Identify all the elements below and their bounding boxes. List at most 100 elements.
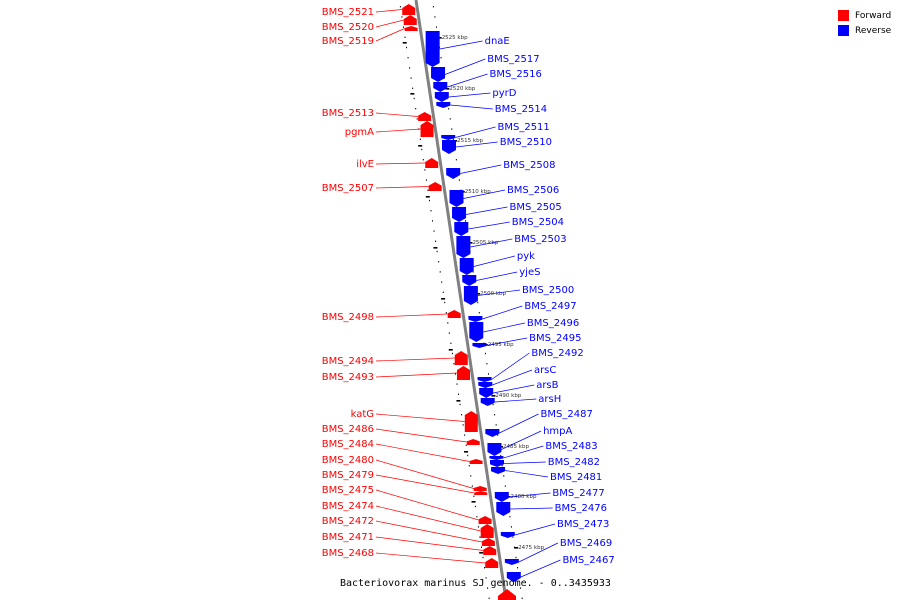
reverse-gene-label[interactable]: yjeS <box>519 267 540 278</box>
reverse-gene[interactable] <box>436 102 451 108</box>
reverse-gene[interactable] <box>494 492 509 502</box>
forward-gene[interactable] <box>464 411 478 432</box>
reverse-gene-label[interactable]: BMS_2473 <box>557 519 609 530</box>
forward-gene-label[interactable]: BMS_2507 <box>322 183 374 194</box>
reverse-gene[interactable] <box>433 82 448 92</box>
forward-gene[interactable] <box>457 366 470 380</box>
reverse-gene-label[interactable]: hmpA <box>543 426 572 437</box>
forward-gene[interactable] <box>403 15 417 25</box>
forward-gene-label[interactable]: BMS_2471 <box>322 532 374 543</box>
reverse-gene[interactable] <box>446 168 461 179</box>
reverse-gene-label[interactable]: BMS_2516 <box>490 69 542 80</box>
reverse-gene[interactable] <box>500 532 515 538</box>
reverse-gene-label[interactable]: BMS_2500 <box>522 285 574 296</box>
forward-gene[interactable] <box>404 26 418 31</box>
forward-gene[interactable] <box>480 524 494 538</box>
forward-gene-label[interactable]: BMS_2513 <box>322 108 374 119</box>
reverse-gene[interactable] <box>434 92 449 102</box>
forward-gene[interactable] <box>454 351 468 365</box>
forward-gene-label[interactable]: BMS_2480 <box>322 455 374 466</box>
reverse-gene[interactable] <box>469 322 484 342</box>
reverse-gene-label[interactable]: BMS_2511 <box>498 122 550 133</box>
forward-gene[interactable] <box>481 538 495 546</box>
forward-gene[interactable] <box>485 558 499 568</box>
reverse-gene-label[interactable]: BMS_2469 <box>560 538 612 549</box>
forward-gene-label[interactable]: ilvE <box>356 159 374 170</box>
forward-gene[interactable] <box>447 310 461 318</box>
reverse-gene-label[interactable]: BMS_2504 <box>512 217 564 228</box>
forward-gene-label[interactable]: BMS_2475 <box>322 485 374 496</box>
forward-gene-label[interactable]: BMS_2472 <box>322 516 374 527</box>
reverse-gene-label[interactable]: BMS_2510 <box>500 137 552 148</box>
reverse-gene-label[interactable]: pyrD <box>492 88 516 99</box>
forward-gene-label[interactable]: BMS_2493 <box>322 372 374 383</box>
forward-gene[interactable] <box>478 516 492 524</box>
forward-gene[interactable] <box>418 112 432 121</box>
forward-gene[interactable] <box>428 182 442 191</box>
reverse-gene[interactable] <box>477 377 492 382</box>
forward-gene[interactable] <box>469 459 483 464</box>
reverse-gene-label[interactable]: BMS_2487 <box>541 409 593 420</box>
forward-gene-label[interactable]: BMS_2486 <box>322 424 374 435</box>
reverse-gene[interactable] <box>485 429 500 437</box>
reverse-gene-label[interactable]: BMS_2505 <box>510 202 562 213</box>
reverse-gene-label[interactable]: BMS_2481 <box>550 472 602 483</box>
reverse-gene[interactable] <box>489 456 504 460</box>
forward-gene-label[interactable]: BMS_2494 <box>322 356 374 367</box>
reverse-gene-label[interactable]: arsB <box>536 380 558 391</box>
reverse-gene-label[interactable]: BMS_2477 <box>552 488 604 499</box>
forward-gene-label[interactable]: BMS_2498 <box>322 312 374 323</box>
forward-gene-label[interactable]: BMS_2520 <box>322 22 374 33</box>
forward-gene-label[interactable]: BMS_2484 <box>322 439 374 450</box>
forward-gene[interactable] <box>474 491 488 495</box>
reverse-gene-label[interactable]: dnaE <box>485 36 510 47</box>
reverse-gene-label[interactable]: BMS_2503 <box>514 234 566 245</box>
forward-gene[interactable] <box>473 486 487 491</box>
reverse-gene-label[interactable]: BMS_2508 <box>503 160 555 171</box>
reverse-gene-label[interactable]: BMS_2482 <box>548 457 600 468</box>
reverse-gene[interactable] <box>479 388 494 398</box>
reverse-gene[interactable] <box>491 467 506 474</box>
reverse-gene[interactable] <box>490 460 504 467</box>
reverse-gene-label[interactable]: arsH <box>538 394 561 405</box>
reverse-gene[interactable] <box>487 443 502 456</box>
reverse-gene[interactable] <box>472 343 487 348</box>
forward-gene-label[interactable]: katG <box>351 409 374 420</box>
forward-gene-label[interactable]: BMS_2479 <box>322 470 374 481</box>
reverse-gene[interactable] <box>452 207 467 222</box>
forward-gene-label[interactable]: pgmA <box>345 127 374 138</box>
reverse-gene-label[interactable]: BMS_2514 <box>495 104 547 115</box>
reverse-gene-label[interactable]: BMS_2496 <box>527 318 579 329</box>
reverse-gene-label[interactable]: BMS_2483 <box>545 441 597 452</box>
reverse-gene-label[interactable]: BMS_2495 <box>529 333 581 344</box>
reverse-gene[interactable] <box>441 135 456 140</box>
reverse-gene-label[interactable]: BMS_2517 <box>487 54 539 65</box>
forward-gene[interactable] <box>466 439 480 445</box>
reverse-gene[interactable] <box>506 572 521 582</box>
reverse-gene[interactable] <box>496 502 511 516</box>
forward-gene-label[interactable]: BMS_2474 <box>322 501 374 512</box>
reverse-gene-label[interactable]: arsC <box>534 365 556 376</box>
reverse-gene[interactable] <box>480 398 495 406</box>
reverse-gene[interactable] <box>449 190 464 207</box>
forward-gene[interactable] <box>483 546 497 555</box>
reverse-gene-label[interactable]: BMS_2467 <box>562 555 614 566</box>
reverse-gene-label[interactable]: BMS_2492 <box>531 348 583 359</box>
reverse-gene[interactable] <box>462 275 477 286</box>
forward-gene[interactable] <box>420 121 434 137</box>
reverse-gene-label[interactable]: BMS_2506 <box>507 185 559 196</box>
reverse-gene[interactable] <box>504 559 519 565</box>
forward-gene-label[interactable]: BMS_2521 <box>322 7 374 18</box>
reverse-gene-label[interactable]: pyk <box>517 251 535 262</box>
reverse-gene[interactable] <box>463 286 478 305</box>
reverse-gene[interactable] <box>425 31 440 67</box>
reverse-gene-label[interactable]: BMS_2476 <box>555 503 607 514</box>
forward-gene-label[interactable]: BMS_2519 <box>322 36 374 47</box>
reverse-gene[interactable] <box>454 222 469 236</box>
reverse-gene[interactable] <box>478 382 493 388</box>
reverse-gene[interactable] <box>468 316 483 322</box>
forward-gene-label[interactable]: BMS_2468 <box>322 548 374 559</box>
forward-gene[interactable] <box>425 158 439 168</box>
reverse-gene-label[interactable]: BMS_2497 <box>524 301 576 312</box>
reverse-gene[interactable] <box>442 140 456 154</box>
